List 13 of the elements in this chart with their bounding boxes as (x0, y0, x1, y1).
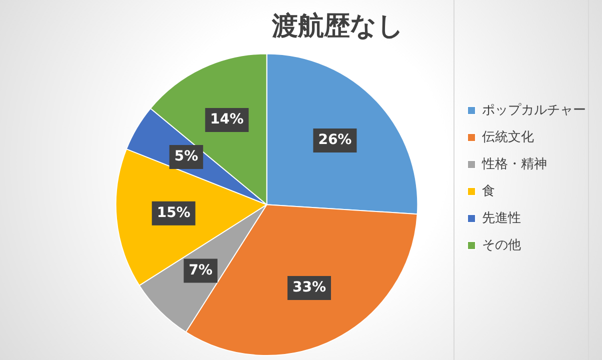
legend-label: 伝統文化 (482, 130, 534, 145)
data-label: 5% (174, 148, 198, 165)
legend-label: 食 (482, 184, 495, 199)
data-label: 14% (210, 112, 244, 128)
data-label: 26% (318, 132, 352, 148)
legend-label: その他 (482, 238, 521, 253)
legend-label: ポップカルチャー (482, 102, 586, 118)
legend-label: 先進性 (482, 210, 521, 226)
legend-label: 性格・精神 (481, 156, 547, 172)
data-label: 7% (188, 262, 212, 278)
text: 渡航歴なし (271, 11, 404, 42)
data-label: 33% (292, 280, 326, 296)
data-label: 15% (156, 205, 190, 222)
